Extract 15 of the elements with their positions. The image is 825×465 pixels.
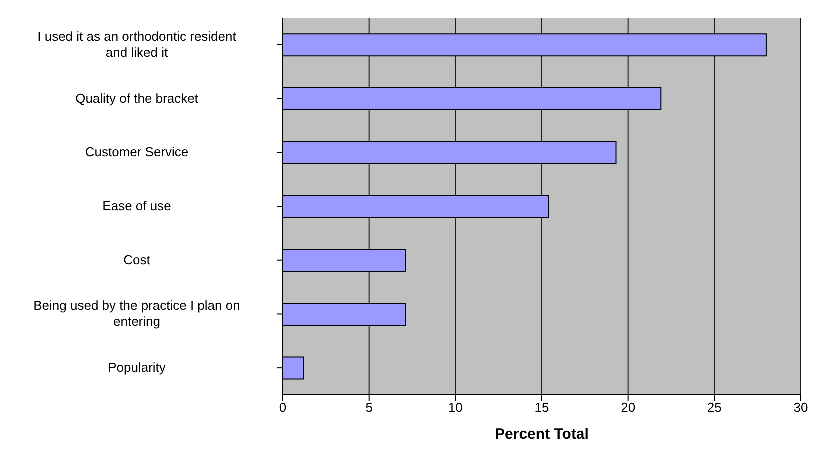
y-tick-label: Popularity [108,360,166,376]
y-tick-label: Quality of the bracket [76,90,199,106]
y-tick-label: I used it as an orthodontic resident and liked it [38,28,237,60]
y-tick-label: Ease of use [102,198,172,214]
x-tick-label: 25 [707,400,722,416]
y-tick-label: Customer Service [85,144,189,160]
x-tick-label: 30 [794,400,808,416]
y-tick-label: Cost [124,252,151,268]
y-tick-label: Being used by the practice I plan on entering [34,298,240,330]
x-tick-label: 10 [448,400,463,416]
x-axis-title: Percent Total [495,426,589,443]
x-tick-label: 5 [366,400,373,416]
x-tick-label: 20 [621,400,636,416]
x-tick-label: 15 [534,400,550,416]
x-tick-label: 0 [279,400,287,416]
